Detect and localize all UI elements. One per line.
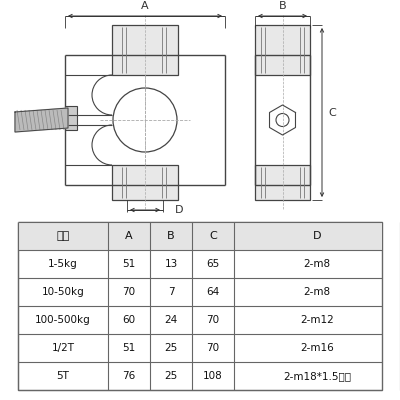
Text: C: C <box>328 108 336 118</box>
Text: 量程: 量程 <box>56 231 70 241</box>
Text: 65: 65 <box>206 259 220 269</box>
Text: A: A <box>141 1 149 11</box>
Text: 76: 76 <box>122 371 136 381</box>
Text: 51: 51 <box>122 343 136 353</box>
Polygon shape <box>15 108 68 132</box>
Text: 13: 13 <box>164 259 178 269</box>
Bar <box>112 165 178 200</box>
Text: D: D <box>313 231 321 241</box>
Bar <box>65 106 77 130</box>
Text: 24: 24 <box>164 315 178 325</box>
Text: 108: 108 <box>203 371 223 381</box>
Text: B: B <box>279 1 286 11</box>
Text: 1/2T: 1/2T <box>52 343 74 353</box>
Text: 2-m12: 2-m12 <box>300 315 334 325</box>
Text: D: D <box>175 205 184 215</box>
Text: 2-m8: 2-m8 <box>304 259 330 269</box>
Text: C: C <box>209 231 217 241</box>
Text: 2-m18*1.5细牙: 2-m18*1.5细牙 <box>283 371 351 381</box>
Text: 5T: 5T <box>56 371 70 381</box>
Text: 51: 51 <box>122 259 136 269</box>
Text: 7: 7 <box>168 287 174 297</box>
Bar <box>255 25 310 75</box>
Text: A: A <box>125 231 133 241</box>
Text: B: B <box>167 231 175 241</box>
Bar <box>112 25 178 75</box>
Text: 25: 25 <box>164 343 178 353</box>
Text: 1-5kg: 1-5kg <box>48 259 78 269</box>
Text: 10-50kg: 10-50kg <box>42 287 84 297</box>
Text: 2-m8: 2-m8 <box>304 287 330 297</box>
Text: 25: 25 <box>164 371 178 381</box>
Text: 64: 64 <box>206 287 220 297</box>
Text: 2-m16: 2-m16 <box>300 343 334 353</box>
Text: 70: 70 <box>206 315 220 325</box>
Text: 70: 70 <box>122 287 136 297</box>
Text: 70: 70 <box>206 343 220 353</box>
Text: 100-500kg: 100-500kg <box>35 315 91 325</box>
Text: 60: 60 <box>122 315 136 325</box>
Bar <box>18 222 382 390</box>
Bar <box>255 165 310 200</box>
Bar <box>18 222 382 250</box>
